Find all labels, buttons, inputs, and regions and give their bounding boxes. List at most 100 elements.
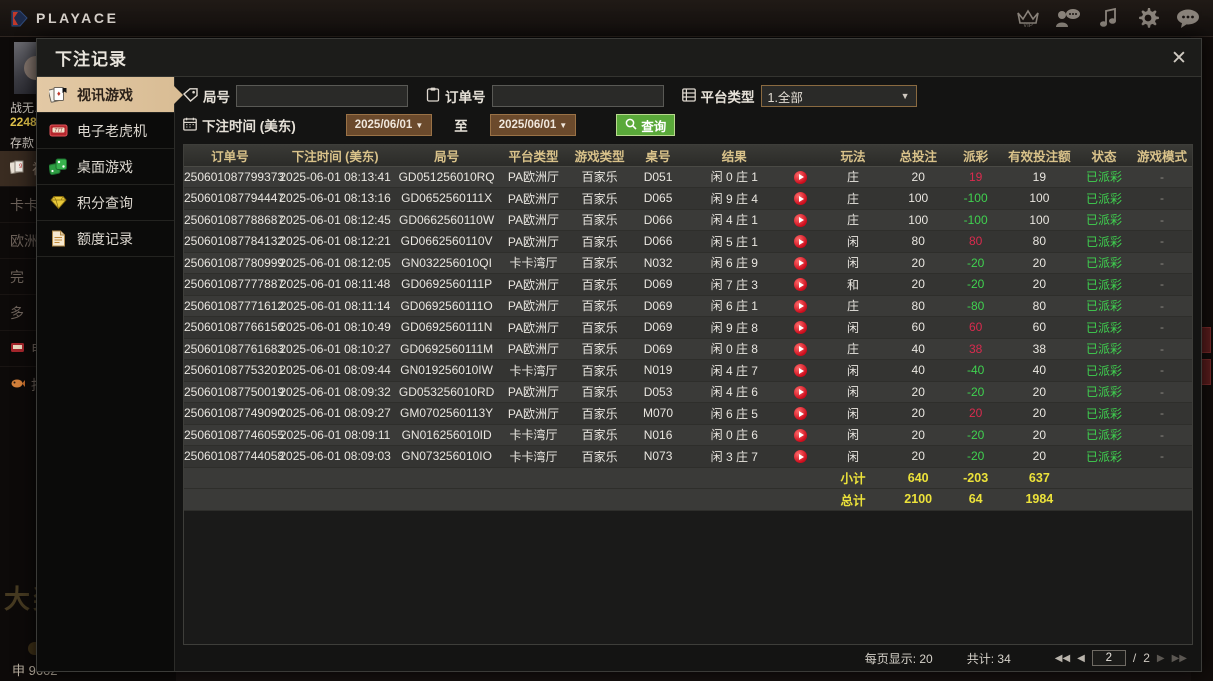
sidebar-item-slots[interactable]: 777 电子老虎机 xyxy=(37,113,174,149)
replay-cell[interactable] xyxy=(783,166,819,188)
client-nav-label-3: 完 xyxy=(10,268,24,285)
replay-cell[interactable] xyxy=(783,381,819,403)
replay-cell[interactable] xyxy=(783,273,819,296)
col-total-bet[interactable]: 总投注 xyxy=(887,145,949,167)
play-replay-icon[interactable] xyxy=(794,256,808,270)
table-row[interactable]: 250601087749090 2025-06-01 08:09:27 GM0702… xyxy=(184,402,1192,425)
page-number-input[interactable] xyxy=(1091,650,1126,666)
table-row[interactable]: 250601087746055 2025-06-01 08:09:11 GN0162… xyxy=(184,424,1192,446)
total-bet-cell: 60 xyxy=(887,316,949,339)
result-cell: 闲 3 庄 7 xyxy=(685,445,784,468)
table-row[interactable]: 250601087744058 2025-06-01 08:09:03 GN0732… xyxy=(184,445,1192,468)
status-cell: 已派彩 xyxy=(1076,273,1133,296)
order-no-cell: 250601087784132 xyxy=(184,230,284,253)
play-replay-icon[interactable] xyxy=(794,235,808,249)
order-no-cell: 250601087771612 xyxy=(184,295,284,317)
replay-cell[interactable] xyxy=(783,338,819,360)
svg-text:9: 9 xyxy=(19,164,23,170)
col-bet-time[interactable]: 下注时间 (美东) xyxy=(275,145,395,167)
play-type-cell: 庄 xyxy=(818,166,888,188)
play-replay-icon[interactable] xyxy=(794,192,808,206)
sidebar-item-credit-record[interactable]: 额度记录 xyxy=(37,221,174,257)
play-replay-icon[interactable] xyxy=(794,385,808,399)
play-replay-icon[interactable] xyxy=(794,278,808,292)
replay-cell[interactable] xyxy=(783,230,819,253)
col-play-type[interactable]: 玩法 xyxy=(818,145,888,167)
col-round-no[interactable]: 局号 xyxy=(394,145,499,167)
play-replay-icon[interactable] xyxy=(794,428,808,442)
replay-cell[interactable] xyxy=(783,445,819,468)
bet-history-table-wrap: 订单号 下注时间 (美东) 局号 平台类型 游戏类型 桌号 结果 玩法 总投注 xyxy=(183,144,1193,645)
table-row[interactable]: 250601087771612 2025-06-01 08:11:14 GD0692… xyxy=(184,295,1192,317)
table-no-cell: D069 xyxy=(631,273,686,296)
col-game-mode[interactable]: 游戏模式 xyxy=(1132,145,1192,167)
close-icon[interactable]: ✕ xyxy=(1171,47,1187,69)
table-row[interactable]: 250601087784132 2025-06-01 08:12:21 GD0662… xyxy=(184,230,1192,253)
play-replay-icon[interactable] xyxy=(794,407,808,421)
round-no-cell: GN032256010QI xyxy=(394,252,499,274)
sidebar-item-live-games[interactable]: 视讯游戏 xyxy=(37,77,183,113)
col-payout[interactable]: 派彩 xyxy=(948,145,1003,167)
replay-cell[interactable] xyxy=(783,187,819,210)
replay-cell[interactable] xyxy=(783,424,819,446)
chat-bubble-icon[interactable] xyxy=(1175,5,1201,31)
table-row[interactable]: 250601087761683 2025-06-01 08:10:27 GD0692… xyxy=(184,338,1192,360)
table-row[interactable]: 250601087753201 2025-06-01 08:09:44 GN0192… xyxy=(184,359,1192,382)
col-game-type[interactable]: 游戏类型 xyxy=(568,145,631,167)
platform-type-cell: PA欧洲厅 xyxy=(498,316,569,339)
play-replay-icon[interactable] xyxy=(794,170,808,184)
round-no-input[interactable] xyxy=(236,85,408,107)
table-row[interactable]: 250601087780999 2025-06-01 08:12:05 GN0322… xyxy=(184,252,1192,274)
table-row[interactable]: 250601087794447 2025-06-01 08:13:16 GD0652… xyxy=(184,187,1192,210)
next-page-button[interactable]: ▶ xyxy=(1156,652,1165,664)
replay-cell[interactable] xyxy=(783,209,819,231)
total-bet-cell: 80 xyxy=(887,230,949,253)
replay-cell[interactable] xyxy=(783,252,819,274)
col-platform-type[interactable]: 平台类型 xyxy=(498,145,569,167)
table-row[interactable]: 250601087766156 2025-06-01 08:10:49 GD0692… xyxy=(184,316,1192,339)
order-no-input[interactable] xyxy=(491,85,664,107)
date-to-picker[interactable]: 2025/06/01 ▼ xyxy=(489,114,577,136)
col-valid-bet[interactable]: 有效投注额 xyxy=(1002,145,1077,167)
replay-cell[interactable] xyxy=(783,402,819,425)
play-replay-icon[interactable] xyxy=(794,321,808,335)
music-note-icon[interactable] xyxy=(1095,5,1121,31)
prev-page-button[interactable]: ◀ xyxy=(1077,652,1085,664)
replay-cell[interactable] xyxy=(783,316,819,339)
play-replay-icon[interactable] xyxy=(794,450,808,464)
query-button-label: 查询 xyxy=(641,119,667,134)
col-result[interactable]: 结果 xyxy=(685,145,784,167)
sidebar-item-label-0: 视讯游戏 xyxy=(77,86,133,103)
summary-payout: -203 xyxy=(948,467,1003,489)
summary-payout: 64 xyxy=(948,488,1003,511)
first-page-button[interactable]: ◀◀ xyxy=(1054,652,1071,664)
play-replay-icon[interactable] xyxy=(794,299,808,313)
replay-cell[interactable] xyxy=(783,295,819,317)
table-row[interactable]: 250601087777887 2025-06-01 08:11:48 GD0692… xyxy=(184,273,1192,296)
table-row[interactable]: 250601087788687 2025-06-01 08:12:45 GD0662… xyxy=(184,209,1192,231)
gear-icon[interactable] xyxy=(1135,5,1161,31)
date-from-picker[interactable]: 2025/06/01 ▼ xyxy=(345,114,433,136)
col-order-no[interactable]: 订单号 xyxy=(184,145,276,167)
table-row[interactable]: 250601087799373 2025-06-01 08:13:41 GD0512… xyxy=(184,166,1192,188)
sidebar-item-table-games[interactable]: 桌面游戏 xyxy=(37,149,174,185)
play-replay-icon[interactable] xyxy=(794,342,808,356)
client-nav-label-1: 卡卡 xyxy=(10,196,38,213)
vip-crown-icon[interactable]: VIP xyxy=(1015,5,1041,31)
replay-cell[interactable] xyxy=(783,359,819,382)
valid-bet-cell: 100 xyxy=(1002,187,1077,210)
platform-type-select[interactable]: 1.全部 ▼ xyxy=(760,85,917,107)
col-table-no[interactable]: 桌号 xyxy=(631,145,686,167)
last-page-button[interactable]: ▶▶ xyxy=(1171,652,1187,664)
table-row[interactable]: 250601087750019 2025-06-01 08:09:32 GD0532… xyxy=(184,381,1192,403)
order-no-cell: 250601087766156 xyxy=(184,316,284,339)
user-chat-icon[interactable] xyxy=(1055,5,1081,31)
play-replay-icon[interactable] xyxy=(794,213,808,227)
game-mode-cell: - xyxy=(1132,187,1192,210)
order-no-cell: 250601087744058 xyxy=(184,445,284,468)
sidebar-item-points-query[interactable]: 积分查询 xyxy=(37,185,174,221)
query-button[interactable]: 查询 xyxy=(616,114,676,136)
col-status[interactable]: 状态 xyxy=(1076,145,1133,167)
game-mode-cell: - xyxy=(1132,295,1192,317)
play-replay-icon[interactable] xyxy=(794,364,808,378)
